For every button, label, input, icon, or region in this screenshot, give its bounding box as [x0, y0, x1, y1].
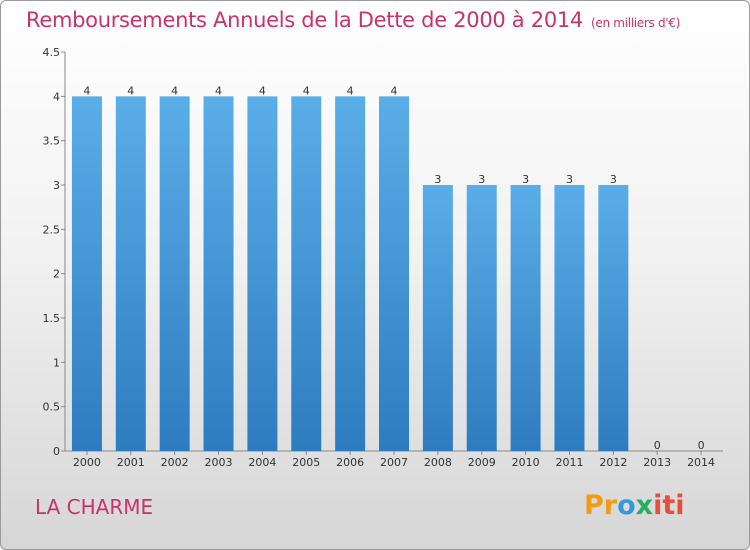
bar — [379, 96, 409, 451]
bar — [115, 96, 146, 451]
bar-value-label: 3 — [522, 173, 529, 186]
logo-part-2: o — [617, 490, 636, 521]
y-tick-label: 1.5 — [43, 312, 61, 325]
proxiti-logo: Proxiti — [584, 490, 685, 521]
bar — [466, 185, 497, 451]
y-tick-label: 4.5 — [43, 46, 61, 59]
bar-value-label: 4 — [259, 84, 266, 97]
bar — [203, 96, 234, 451]
bar-value-label: 4 — [171, 84, 178, 97]
logo-part-4: iti — [653, 490, 685, 521]
chart-title-text: Remboursements Annuels de la Dette de 20… — [26, 8, 583, 32]
x-tick-label: 2001 — [117, 456, 145, 469]
bar-value-label: 3 — [610, 173, 617, 186]
y-tick-label: 0.5 — [43, 401, 61, 414]
bar-value-label: 3 — [566, 173, 573, 186]
bar — [71, 96, 102, 451]
bar — [598, 185, 629, 451]
logo-part-3: x — [635, 490, 654, 521]
x-tick-label: 2009 — [468, 456, 496, 469]
x-tick-label: 2011 — [555, 456, 583, 469]
bar — [554, 185, 585, 451]
bar — [159, 96, 190, 451]
axes: 0 0.5 1 1.5 2 2.5 3 3.5 4 4.5 2000 2001 2002 2003 2004… — [43, 46, 723, 469]
y-tick-label: 1 — [53, 356, 60, 369]
y-tick-label: 4 — [53, 90, 60, 103]
y-tick-label: 2.5 — [43, 223, 61, 236]
bar-value-label: 0 — [654, 439, 661, 452]
y-tick-label: 3 — [53, 179, 60, 192]
bar-value-label: 4 — [347, 84, 354, 97]
x-tick-label: 2004 — [248, 456, 276, 469]
x-tick-label: 2006 — [336, 456, 364, 469]
x-tick-label: 2003 — [205, 456, 233, 469]
chart-title: Remboursements Annuels de la Dette de 20… — [26, 8, 680, 32]
data-labels: 4 4 4 4 4 4 4 4 3 3 3 3 3 0 0 — [83, 84, 704, 452]
x-tick-label: 2008 — [424, 456, 452, 469]
bar-value-label: 0 — [698, 439, 705, 452]
bar-value-label: 4 — [215, 84, 222, 97]
bars — [71, 96, 629, 451]
commune-name: LA CHARME — [35, 495, 154, 519]
bar-value-label: 4 — [391, 84, 398, 97]
bar — [510, 185, 541, 451]
bar — [335, 96, 366, 451]
x-tick-label: 2005 — [292, 456, 320, 469]
bar — [422, 185, 453, 451]
x-tick-label: 2012 — [599, 456, 627, 469]
logo-part-1: Pr — [584, 490, 618, 521]
x-tick-label: 2013 — [643, 456, 671, 469]
x-tick-label: 2000 — [73, 456, 101, 469]
x-tick-label: 2002 — [161, 456, 189, 469]
y-tick-label: 3.5 — [43, 135, 61, 148]
bar-value-label: 4 — [127, 84, 134, 97]
chart-unit: (en milliers d'€) — [591, 16, 681, 30]
bar — [291, 96, 322, 451]
x-tick-label: 2010 — [512, 456, 540, 469]
bar — [247, 96, 278, 451]
y-tick-label: 2 — [53, 268, 60, 281]
bar-value-label: 3 — [434, 173, 441, 186]
bar-value-label: 3 — [478, 173, 485, 186]
x-tick-label: 2014 — [687, 456, 715, 469]
y-tick-label: 0 — [53, 445, 60, 458]
x-tick-label: 2007 — [380, 456, 408, 469]
bar-value-label: 4 — [83, 84, 90, 97]
bar-value-label: 4 — [303, 84, 310, 97]
